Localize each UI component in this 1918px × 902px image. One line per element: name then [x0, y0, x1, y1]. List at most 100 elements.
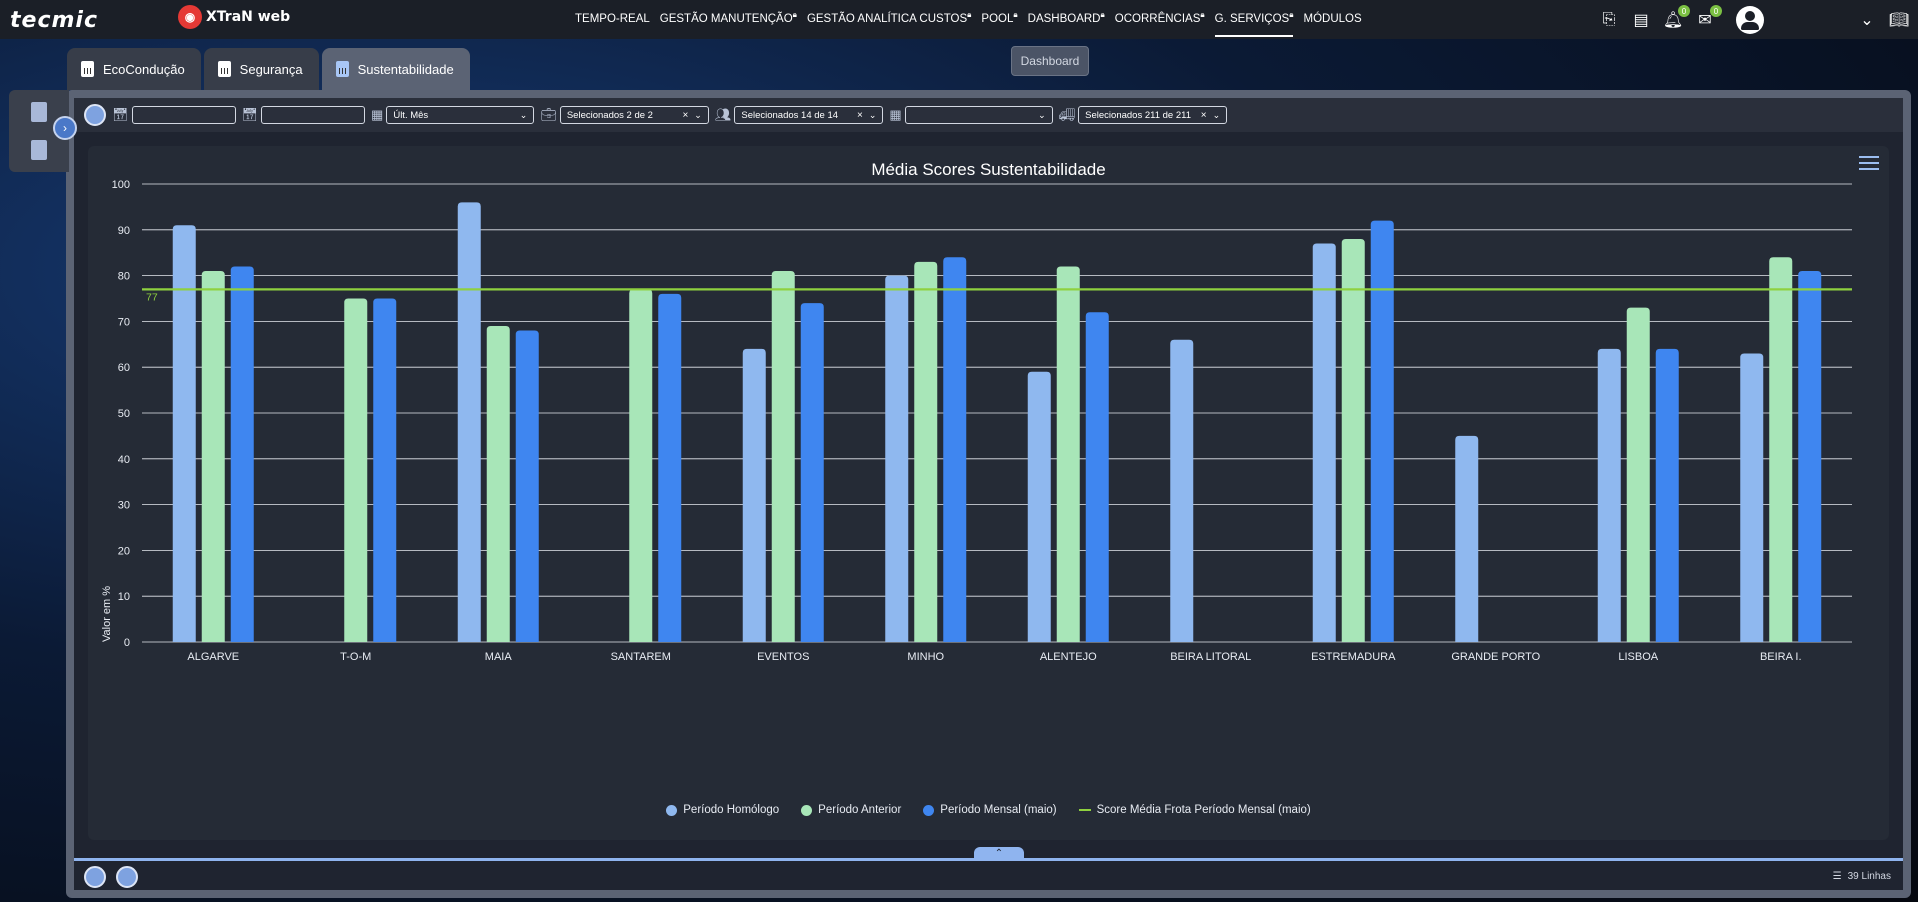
nav-item[interactable]: OCORRÊNCIAS🔒︎ [1114, 10, 1205, 37]
bar [201, 271, 225, 642]
y-tick-label: 0 [124, 637, 130, 649]
export-icon[interactable] [84, 866, 106, 888]
legend-label: Período Mensal (maio) [940, 804, 1057, 816]
start-date-input[interactable] [131, 106, 236, 124]
tab-label: EcoCondução [103, 61, 185, 77]
lock-icon: 🔒︎ [1100, 10, 1105, 19]
x-tick-label: T-O-M [340, 651, 371, 663]
nav-item[interactable]: POOL🔒︎ [981, 10, 1017, 37]
vehicles-select[interactable]: Selecionados 211 de 211 × ⌄ [1078, 106, 1228, 124]
chart-card: Média Scores Sustentabilidade 0 10 20 30 40 5… [88, 146, 1889, 840]
y-tick-label: 60 [118, 362, 130, 374]
chart-menu-icon[interactable] [1859, 156, 1879, 172]
lock-icon: 🔒︎ [1289, 10, 1294, 19]
nav-item[interactable]: G. SERVIÇOS🔒︎ [1214, 10, 1294, 37]
bar [373, 298, 397, 642]
tab-label: Segurança [239, 61, 303, 77]
legend-dot-swatch [923, 804, 935, 816]
tab-ecoconducao[interactable]: EcoCondução [67, 48, 201, 90]
y-tick-label: 50 [118, 408, 130, 420]
bar [742, 348, 766, 642]
x-tick-label: ESTREMADURA [1311, 651, 1396, 663]
x-tick-label: ALGARVE [187, 651, 239, 663]
period-select[interactable]: Últ. Mês ⌄ [386, 106, 535, 124]
bar [230, 266, 254, 642]
x-tick-label: SANTAREM [611, 651, 671, 663]
bar [1341, 238, 1365, 642]
bar [1455, 435, 1479, 642]
clear-icon[interactable]: × [856, 109, 863, 121]
chevron-down-icon: ⌄ [1212, 109, 1221, 120]
clear-icon[interactable]: × [682, 109, 689, 121]
nav-item[interactable]: GESTÃO MANUTENÇÃO🔒︎ [659, 10, 797, 37]
bar [457, 202, 481, 642]
document-icon[interactable]: ▤ [1633, 12, 1649, 29]
tab-seguranca[interactable]: Segurança [203, 48, 319, 90]
report-doc-icon[interactable] [31, 140, 47, 160]
nav-item[interactable]: DASHBOARD🔒︎ [1028, 10, 1105, 37]
chevron-down-icon: ⌄ [519, 109, 528, 120]
filter-settings-icon[interactable] [84, 104, 106, 126]
legend-dot-swatch [666, 804, 678, 816]
y-tick-label: 40 [118, 454, 130, 466]
bar [515, 330, 539, 642]
collapse-toggle[interactable]: ⌃ [974, 847, 1024, 861]
legend-line-swatch [1078, 809, 1091, 811]
nav-item[interactable]: TEMPO-REAL [575, 13, 650, 37]
chart-title: Média Scores Sustentabilidade [871, 160, 1106, 179]
nav-item[interactable]: GESTÃO ANALÍTICA CUSTOS🔒︎ [807, 10, 971, 37]
vehicles-icon: 🚚︎ [1058, 107, 1076, 122]
legend-dot-swatch [801, 804, 813, 816]
top-navigation-bar: tecmic ◉ XTraN web TEMPO-REAL GESTÃO MANU… [0, 0, 1918, 39]
x-tick-label: MAIA [485, 651, 513, 663]
document-settings-icon[interactable]: ⎘ [1602, 11, 1616, 28]
notifications-bell-icon[interactable]: 🔔︎ 0 [1660, 5, 1690, 33]
report-tabs: EcoCondução Segurança Sustentabilidade [67, 48, 470, 90]
users-group-icon: 👥︎ [714, 107, 732, 122]
messages-envelope-icon[interactable]: ✉ 0 [1692, 5, 1722, 33]
bar [914, 261, 938, 642]
bar [943, 257, 967, 642]
y-axis-label: Valor em % [101, 586, 113, 642]
x-tick-label: ALENTEJO [1040, 651, 1097, 663]
tab-sustentabilidade[interactable]: Sustentabilidade [321, 48, 470, 90]
nav-item[interactable]: MÓDULOS [1303, 13, 1361, 37]
bar [486, 325, 510, 642]
bar [1740, 353, 1764, 642]
book-icon[interactable]: 📖︎ [1888, 12, 1910, 29]
xtranweb-logo[interactable]: ◉ XTraN web [178, 5, 290, 29]
report-content: 📅︎ 📅︎ ▦ Últ. Mês ⌄ 💼︎ Selecionados 2 de 2… [74, 98, 1903, 890]
legend-label: Período Anterior [818, 804, 902, 816]
bar [1769, 257, 1793, 642]
user-avatar-icon[interactable] [1736, 6, 1764, 34]
report-settings-icon[interactable] [116, 866, 138, 888]
x-tick-label: BEIRA LITORAL [1170, 651, 1251, 663]
category-select[interactable]: ⌄ [904, 106, 1053, 124]
report-doc-icon [81, 61, 94, 77]
period-select-value: Últ. Mês [393, 109, 429, 121]
expand-sidebar-icon[interactable]: › [53, 116, 77, 140]
legend-label: Período Homólogo [683, 804, 780, 816]
end-date-input[interactable] [261, 106, 366, 124]
chevron-down-icon[interactable]: ⌄ [1860, 12, 1874, 29]
lock-icon: 🔒︎ [792, 10, 797, 19]
clear-icon[interactable]: × [1200, 109, 1207, 121]
groups-select[interactable]: Selecionados 14 de 14 × ⌄ [734, 106, 884, 124]
reference-line-label: 77 [146, 291, 158, 303]
report-doc-icon[interactable] [31, 102, 47, 122]
x-tick-label: EVENTOS [757, 651, 809, 663]
clients-select[interactable]: Selecionados 2 de 2 × ⌄ [559, 106, 709, 124]
nav-item-label: GESTÃO MANUTENÇÃO [659, 13, 793, 25]
legend-item[interactable]: Período Anterior [801, 804, 901, 816]
notifications-badge: 0 [1678, 5, 1690, 17]
row-count: ☰ 39 Linhas [1833, 871, 1891, 882]
nav-item-label: OCORRÊNCIAS [1114, 13, 1201, 25]
nav-item-label: MÓDULOS [1303, 13, 1362, 25]
x-tick-label: MINHO [907, 651, 944, 663]
legend-item[interactable]: Período Homólogo [666, 804, 779, 816]
legend-item[interactable]: Período Mensal (maio) [923, 804, 1057, 816]
bar [1370, 220, 1394, 642]
legend-item[interactable]: Score Média Frota Período Mensal (maio) [1078, 804, 1311, 816]
tecmic-logo[interactable]: tecmic [10, 8, 98, 33]
header-actions: ⎘ ▤ 🔔︎ 0 ✉ 0 ⌄ 📖︎ [1590, 5, 1918, 34]
